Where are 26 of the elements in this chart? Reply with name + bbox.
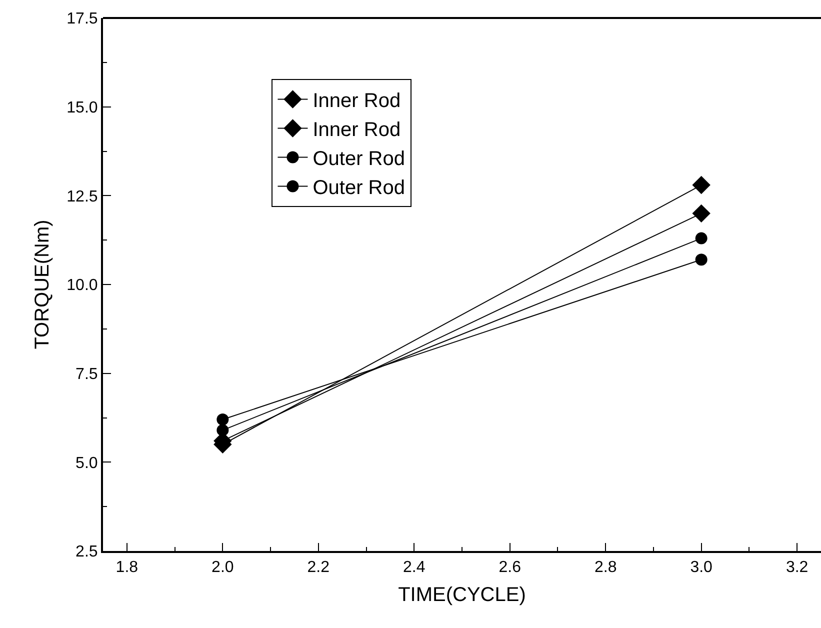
y-tick-label: 12.5 (66, 188, 98, 206)
y-tick-label: 5.0 (76, 454, 98, 472)
point (692, 204, 710, 223)
y-tick-label: 10.0 (66, 277, 98, 294)
point (692, 176, 710, 194)
x-tick-label: 3.0 (690, 559, 713, 576)
y-axis-title: TORQUE(Nm) (32, 220, 54, 350)
x-tick-label: 2.2 (307, 559, 330, 576)
legend-label: Inner Rod (312, 90, 401, 112)
x-tick-label: 2.6 (498, 559, 522, 576)
point (695, 254, 708, 266)
legend-label: Inner Rod (312, 119, 401, 142)
point (695, 232, 708, 244)
legend-label: Outer Rod (312, 177, 405, 200)
x-tick-label: 2.4 (403, 559, 426, 576)
x-tick-label: 2.0 (212, 559, 234, 576)
x-tick-label: 2.8 (594, 559, 617, 576)
y-tick-label: 17.5 (66, 10, 98, 28)
y-tick-label: 7.5 (76, 366, 98, 383)
x-tick-label: 1.8 (116, 559, 138, 576)
legend-label: Outer Rod (312, 148, 405, 170)
x-axis-title: TIME(CYCLE) (398, 584, 526, 606)
x-tick-label: 3.2 (786, 559, 808, 576)
y-tick-label: 2.5 (76, 544, 98, 561)
point (216, 414, 229, 426)
y-tick-label: 15.0 (66, 99, 98, 116)
